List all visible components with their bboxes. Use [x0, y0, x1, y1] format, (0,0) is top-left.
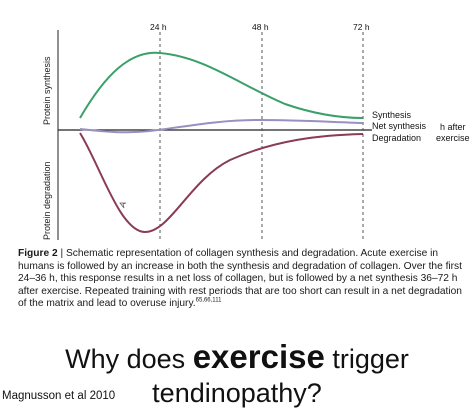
collagen-turnover-figure: 24 h 48 h 72 h Protein synthesis Protein… [42, 22, 470, 240]
slide-title-part1: Why does [65, 344, 193, 374]
tick-label-48h: 48 h [252, 22, 269, 32]
x-axis-label-line1: h after [440, 122, 466, 132]
x-axis-label-line2: exercise [436, 133, 470, 143]
slide-title: Why does exercise trigger tendinopathy? [0, 340, 474, 410]
y-axis-label-synthesis: Protein synthesis [42, 56, 52, 125]
caption-figure-label: Figure 2 [18, 248, 58, 259]
slide-title-emphasis: exercise [192, 338, 325, 375]
citation: Magnusson et al 2010 [2, 390, 116, 402]
tick-label-24h: 24 h [150, 22, 167, 32]
figure-caption: Figure 2 | Schematic representation of c… [18, 248, 470, 311]
label-degradation: Degradation [372, 133, 421, 143]
cursor-icon [119, 202, 127, 209]
caption-references: 65,66,111 [195, 297, 222, 304]
y-axis-label-degradation: Protein degradation [42, 161, 52, 240]
degradation-curve [79, 132, 364, 234]
caption-text: | Schematic representation of collagen s… [18, 248, 462, 310]
slide-title-part2: trigger [324, 344, 409, 374]
synthesis-curve [79, 51, 364, 119]
label-synthesis: Synthesis [372, 110, 412, 120]
net-synthesis-curve [79, 118, 364, 134]
tick-label-72h: 72 h [353, 22, 370, 32]
slide-title-line2: tendinopathy? [152, 378, 322, 408]
label-net-synthesis: Net synthesis [372, 121, 427, 131]
